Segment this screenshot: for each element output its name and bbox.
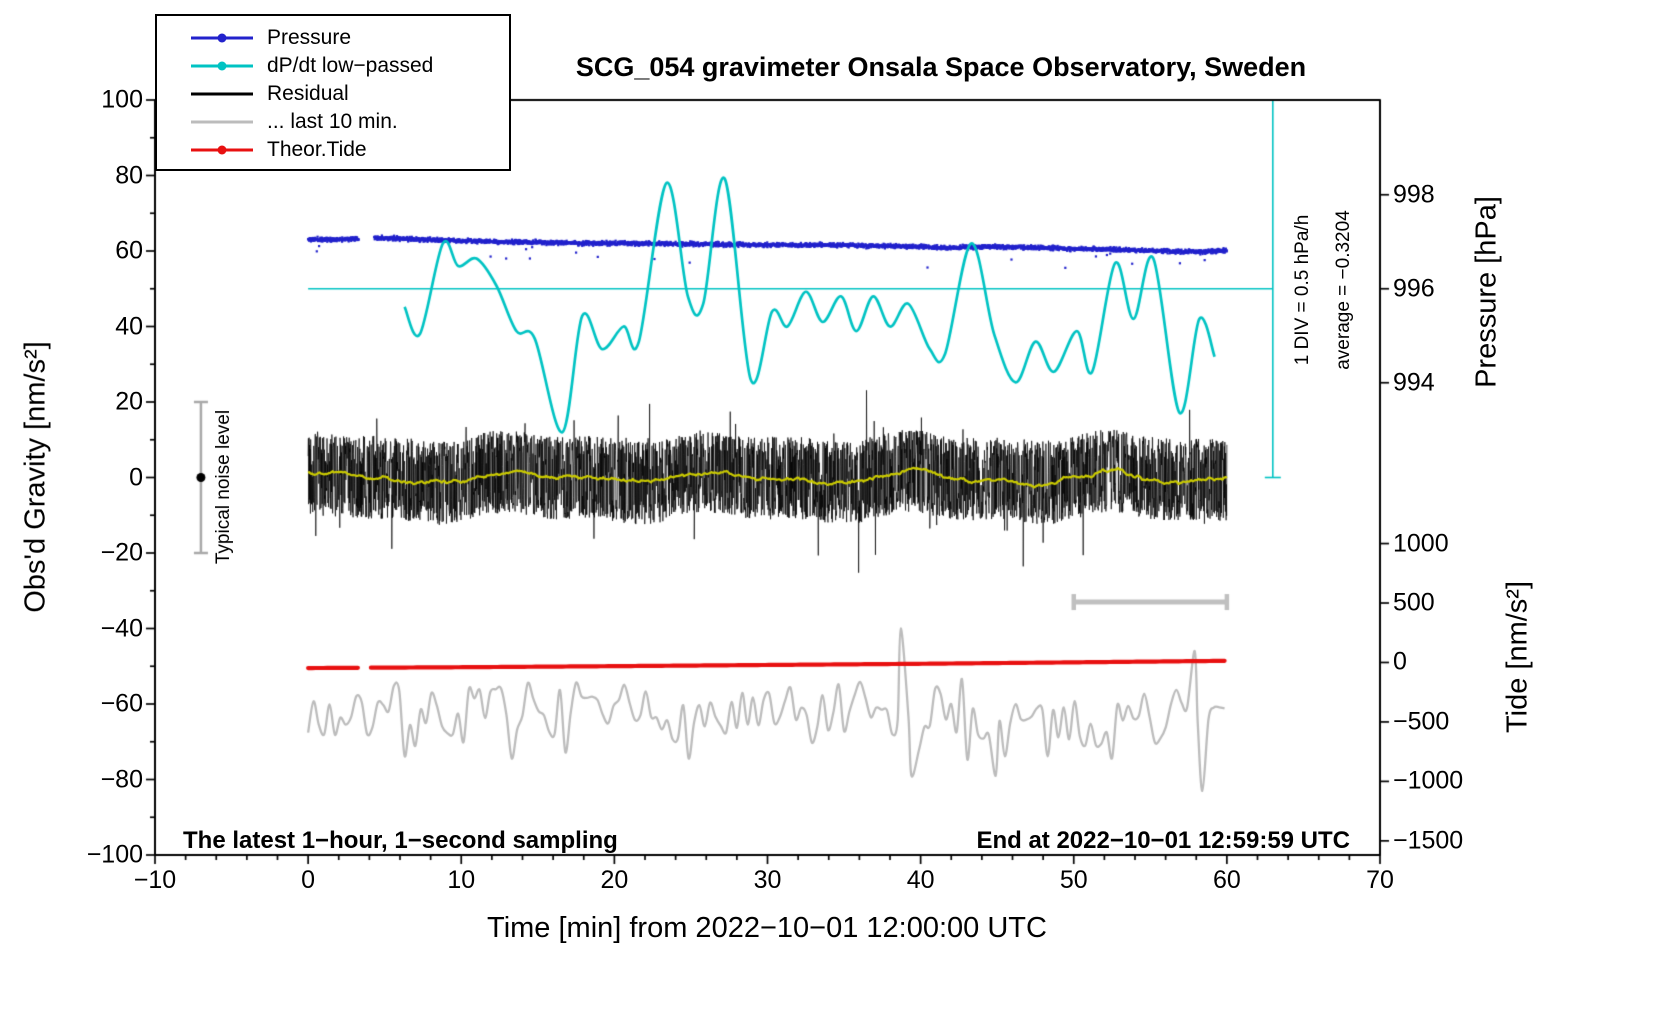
- legend-line: [191, 92, 253, 96]
- div-scale-note: 1 DIV = 0.5 hPa/h: [1292, 214, 1313, 366]
- gravity-tick-label: 80: [115, 161, 143, 189]
- x-tick-label: 70: [1366, 866, 1394, 894]
- pressure-sample: [191, 33, 253, 44]
- y-axis-label-gravity: Obs'd Gravity [nm/s²]: [19, 341, 52, 613]
- pressure-tick-label: 996: [1393, 274, 1435, 303]
- tide-tick-label: −500: [1393, 707, 1450, 736]
- gravity-tick-label: −80: [100, 765, 143, 793]
- pressure-tick-label: 994: [1393, 368, 1435, 397]
- sampling-note: The latest 1−hour, 1−second sampling: [183, 827, 618, 854]
- x-tick-label: 30: [753, 866, 782, 894]
- legend-label-tide: Theor.Tide: [267, 138, 367, 161]
- legend-item-tide: Theor.Tide: [191, 136, 509, 164]
- x-tick-label: 10: [447, 866, 476, 894]
- dpdt-sample: [191, 61, 253, 72]
- gravity-tick-label: 40: [115, 312, 143, 340]
- gravity-tick-label: −20: [100, 538, 143, 567]
- end-time-note: End at 2022−10−01 12:59:59 UTC: [976, 827, 1350, 854]
- chart-title: SCG_054 gravimeter Onsala Space Observat…: [575, 52, 1307, 82]
- tide-tick-label: −1000: [1393, 766, 1464, 795]
- tide-dot-icon: [217, 145, 227, 155]
- gravity-tick-label: −100: [86, 840, 143, 869]
- gravity-tick-label: −60: [100, 689, 143, 718]
- pressure-tick-label: 998: [1393, 180, 1435, 209]
- pressure-dot-icon: [217, 33, 227, 43]
- gravity-tick-label: −40: [100, 614, 143, 642]
- x-axis-label: Time [min] from 2022−10−01 12:00:00 UTC: [487, 912, 1047, 944]
- tide-tick-label: 500: [1393, 588, 1435, 617]
- gravity-tick-label: 60: [115, 236, 143, 265]
- x-tick-label: 20: [600, 866, 629, 894]
- dpdt-dot-icon: [217, 61, 227, 71]
- legend-item-dpdt: dP/dt low−passed: [191, 52, 509, 80]
- residual-sample: [191, 89, 253, 100]
- x-tick-label: −10: [133, 866, 177, 894]
- x-tick-label: 50: [1059, 866, 1088, 894]
- noise-level-note: Typical noise level: [213, 409, 234, 565]
- y-axis-label-tide: Tide [nm/s²]: [1501, 580, 1534, 734]
- x-tick-label: 0: [301, 866, 316, 894]
- legend-line: [191, 120, 253, 124]
- legend-item-pressure: Pressure: [191, 24, 509, 52]
- legend-item-last10: ... last 10 min.: [191, 108, 509, 136]
- tide-tick-label: 0: [1393, 647, 1407, 676]
- x-tick-label: 60: [1212, 866, 1241, 894]
- tide-tick-label: 1000: [1393, 529, 1449, 558]
- x-tick-label: 40: [906, 866, 935, 894]
- y-axis-label-pressure: Pressure [hPa]: [1470, 196, 1503, 388]
- gravity-tick-label: 0: [129, 463, 143, 491]
- legend-item-residual: Residual: [191, 80, 509, 108]
- legend-label-last10: ... last 10 min.: [267, 110, 398, 133]
- legend: Pressure dP/dt low−passed Residual ... l…: [155, 14, 511, 171]
- average-note: average = −0.3204: [1333, 210, 1354, 370]
- legend-label-dpdt: dP/dt low−passed: [267, 54, 434, 77]
- tide-sample: [191, 145, 253, 156]
- last10-sample: [191, 117, 253, 128]
- gravity-tick-label: 100: [101, 85, 143, 114]
- legend-label-residual: Residual: [267, 82, 349, 105]
- legend-label-pressure: Pressure: [267, 26, 352, 49]
- tide-tick-label: −1500: [1393, 826, 1464, 855]
- gravity-tick-label: 20: [115, 387, 143, 416]
